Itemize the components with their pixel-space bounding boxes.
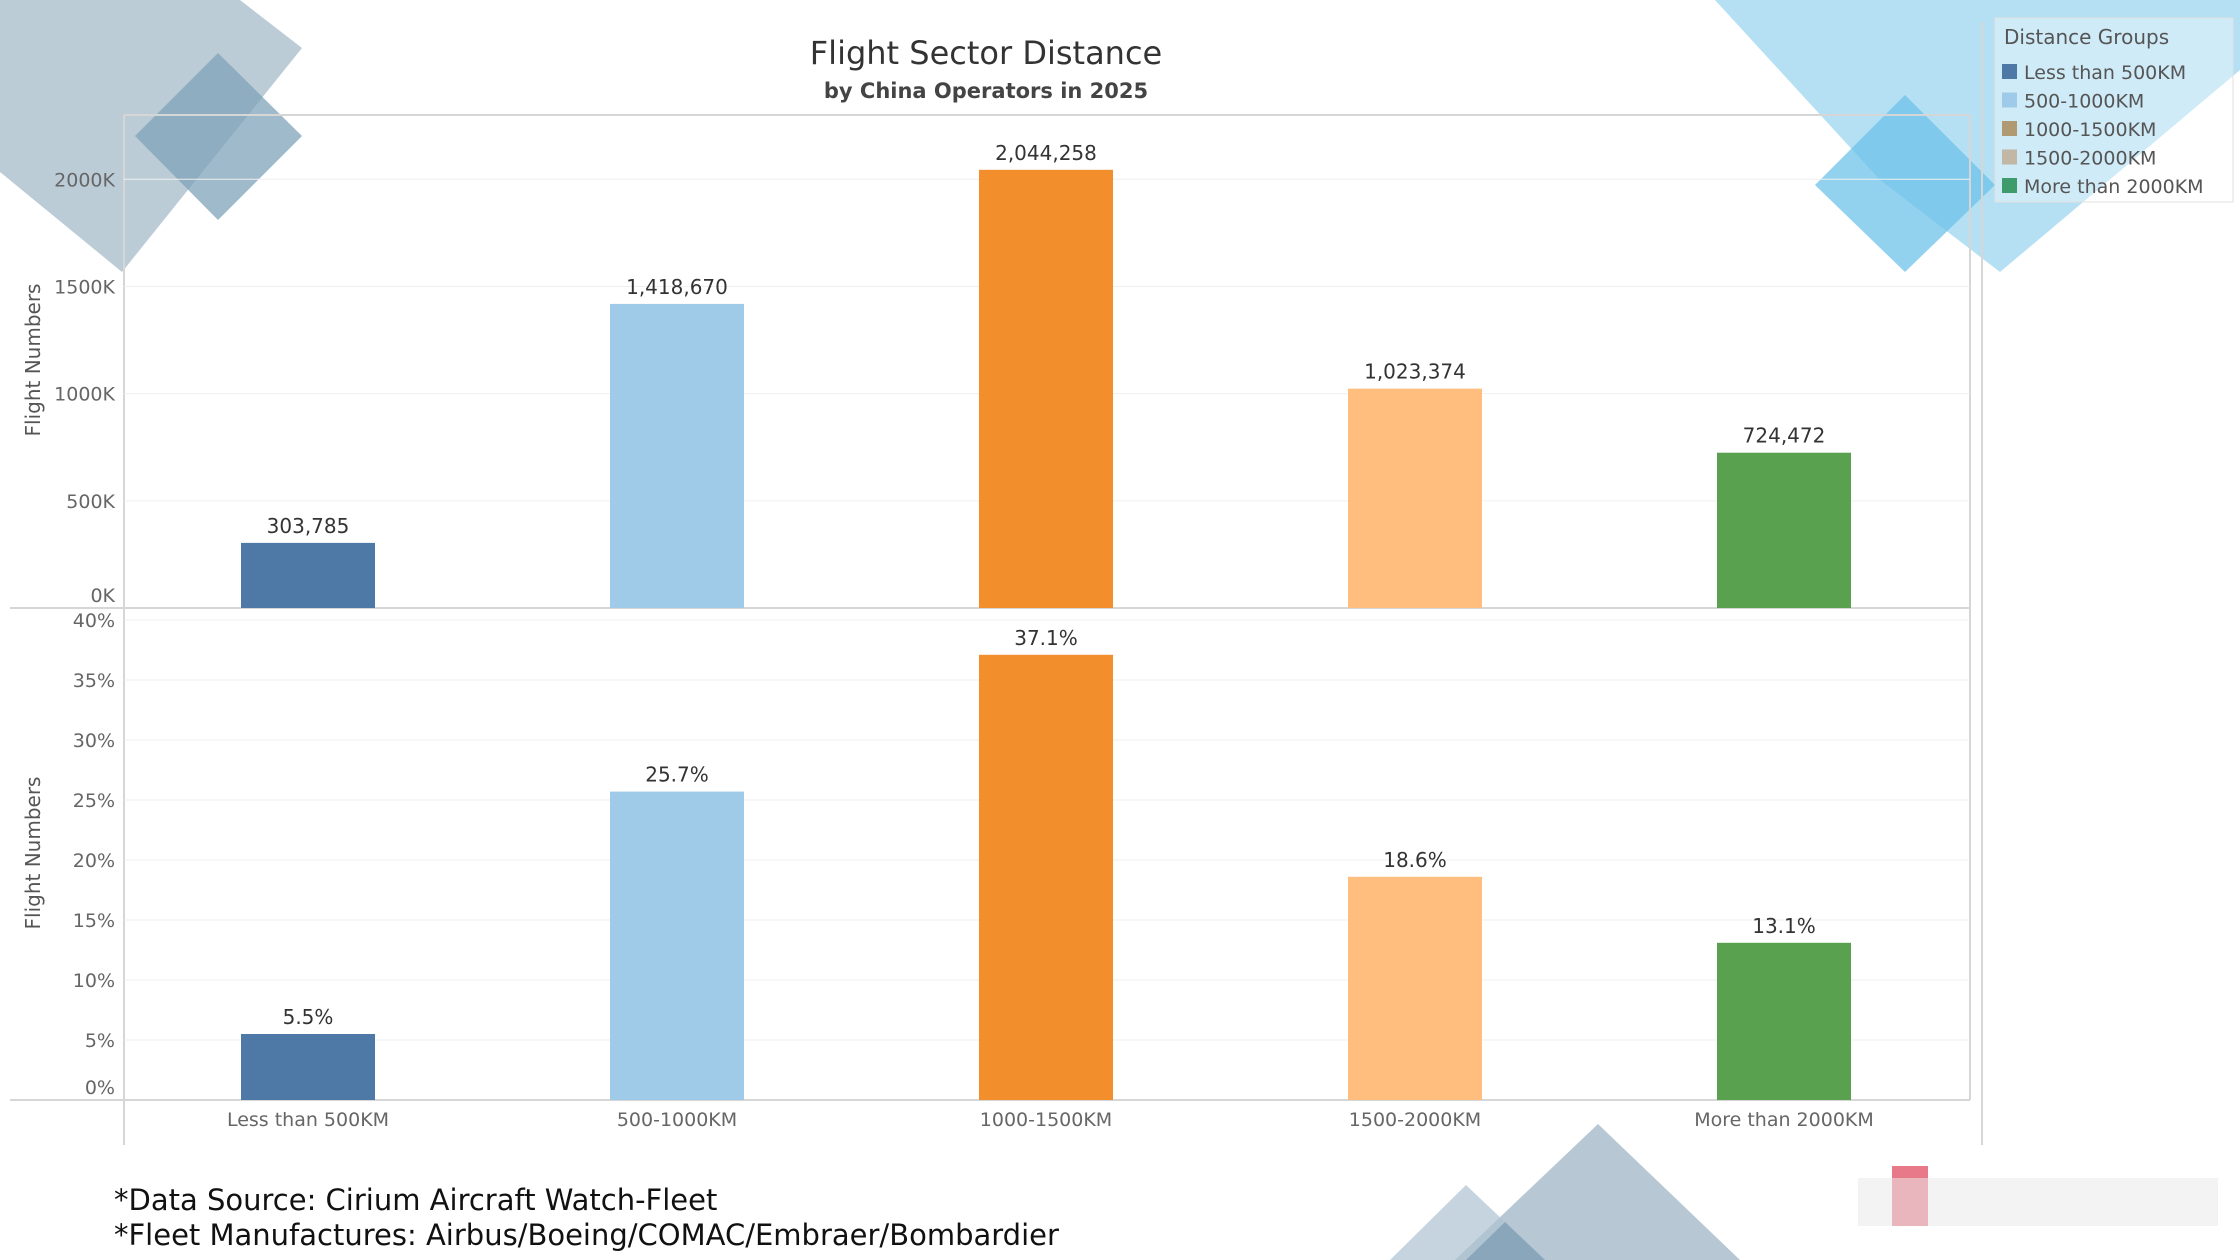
- watermark: [1858, 1166, 2218, 1226]
- legend-item-label: 500-1000KM: [2024, 91, 2144, 113]
- legend: Distance Groups Less than 500KM 500-1000K…: [1994, 17, 2234, 203]
- share-bar-3: [979, 654, 1113, 1100]
- y-tick-label: 15%: [73, 910, 115, 932]
- footnote-source: *Data Source: Cirium Aircraft Watch-Flee…: [114, 1183, 717, 1217]
- count-data-label-2: 1,418,670: [626, 275, 728, 299]
- y-tick-label: 0K: [90, 585, 115, 607]
- y-tick-label: 30%: [73, 730, 115, 752]
- legend-swatch: [2002, 178, 2017, 193]
- y-tick-label: 5%: [85, 1030, 115, 1052]
- share-bar-2: [610, 791, 744, 1100]
- legend-item-label: More than 2000KM: [2024, 176, 2204, 198]
- count-data-label-4: 1,023,374: [1364, 360, 1466, 384]
- legend-item-label: Less than 500KM: [2024, 62, 2186, 84]
- deco-diamond-top-right-small: [1815, 95, 1995, 272]
- count-bar-2: [610, 303, 744, 608]
- legend-swatch: [2002, 92, 2017, 108]
- deco-diamond-bottom-right-overlap: [1466, 1222, 1545, 1260]
- y-axis-label-top: Flight Numbers: [21, 284, 45, 437]
- share-bar-1: [241, 1034, 375, 1100]
- count-data-label-5: 724,472: [1743, 424, 1826, 448]
- share-data-label-3: 37.1%: [1014, 626, 1078, 650]
- chart-subtitle: by China Operators in 2025: [824, 79, 1148, 103]
- legend-title: Distance Groups: [2004, 25, 2169, 49]
- y-tick-label: 25%: [73, 790, 115, 812]
- y-tick-label: 2000K: [54, 169, 115, 191]
- share-data-label-4: 18.6%: [1383, 848, 1447, 872]
- legend-swatch: [2002, 64, 2017, 79]
- deco-diamond-top-left-small: [135, 53, 302, 220]
- y-tick-label: 500K: [66, 491, 115, 513]
- x-tick-label: Less than 500KM: [227, 1109, 389, 1131]
- legend-item-label: 1000-1500KM: [2024, 119, 2156, 141]
- count-bar-5: [1717, 452, 1851, 608]
- flight-count-chart: 0K 500K 1000K 1500K 2000K 303,785 1,418,670 2,0…: [54, 141, 1970, 608]
- chart-title: Flight Sector Distance: [810, 34, 1162, 72]
- y-tick-label: 1000K: [54, 384, 115, 406]
- legend-box: [1994, 17, 2234, 203]
- x-tick-label: More than 2000KM: [1694, 1109, 1874, 1131]
- deco-diamond-top-right: [1715, 0, 2240, 272]
- share-bar-5: [1717, 942, 1851, 1100]
- y-tick-label: 0%: [85, 1077, 115, 1099]
- footnote-manufacturers: *Fleet Manufactures: Airbus/Boeing/COMAC…: [114, 1218, 1059, 1252]
- y-axis-label-bottom: Flight Numbers: [21, 777, 45, 930]
- y-tick-label: 10%: [73, 970, 115, 992]
- legend-swatch: [2002, 149, 2017, 165]
- count-bar-1: [241, 542, 375, 608]
- count-bar-3: [979, 169, 1113, 608]
- count-bar-4: [1348, 388, 1482, 608]
- share-data-label-2: 25.7%: [645, 763, 709, 787]
- deco-diamond-bottom-right: [1455, 1124, 1740, 1260]
- share-data-label-1: 5.5%: [283, 1005, 334, 1029]
- x-tick-label: 500-1000KM: [617, 1109, 737, 1131]
- y-tick-label: 1500K: [54, 276, 115, 298]
- legend-items: Less than 500KM 500-1000KM 1000-1500KM 1500…: [2002, 62, 2204, 198]
- y-tick-label: 40%: [73, 610, 115, 632]
- flight-share-chart: 0% 5% 10% 15% 20% 25% 30% 35% 40% 5.5% 25.7% 37.1% 1…: [73, 610, 1970, 1131]
- legend-item-label: 1500-2000KM: [2024, 148, 2156, 170]
- x-tick-label: 1500-2000KM: [1349, 1109, 1481, 1131]
- y-tick-label: 35%: [73, 670, 115, 692]
- x-tick-label: 1000-1500KM: [980, 1109, 1112, 1131]
- count-data-label-1: 303,785: [267, 514, 350, 538]
- legend-swatch: [2002, 121, 2017, 136]
- share-bar-4: [1348, 876, 1482, 1100]
- count-data-label-3: 2,044,258: [995, 141, 1097, 165]
- share-data-label-5: 13.1%: [1752, 914, 1816, 938]
- y-tick-label: 20%: [73, 850, 115, 872]
